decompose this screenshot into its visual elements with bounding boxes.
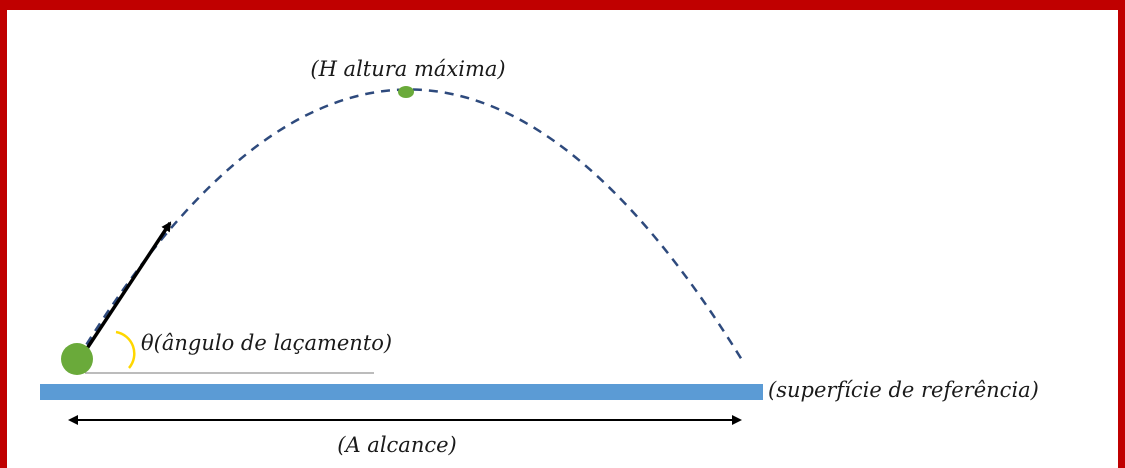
range-label: (A alcance) <box>337 433 456 457</box>
projectile-ball <box>61 343 93 375</box>
angle-label: θ(ângulo de laçamento) <box>141 331 392 355</box>
apex-marker <box>398 86 414 98</box>
launch-angle-arc <box>115 330 136 369</box>
angle-symbol: θ <box>141 331 154 355</box>
reference-surface <box>40 384 763 400</box>
velocity-arrow <box>84 221 172 351</box>
surface-label: (superfície de referência) <box>768 378 1039 402</box>
angle-description: (ângulo de laçamento) <box>154 331 392 355</box>
projectile-motion-diagram: (H altura máxima) θ(ângulo de laçamento)… <box>40 57 1039 457</box>
trajectory-curve <box>76 88 744 361</box>
max-height-label: (H altura máxima) <box>310 57 505 81</box>
